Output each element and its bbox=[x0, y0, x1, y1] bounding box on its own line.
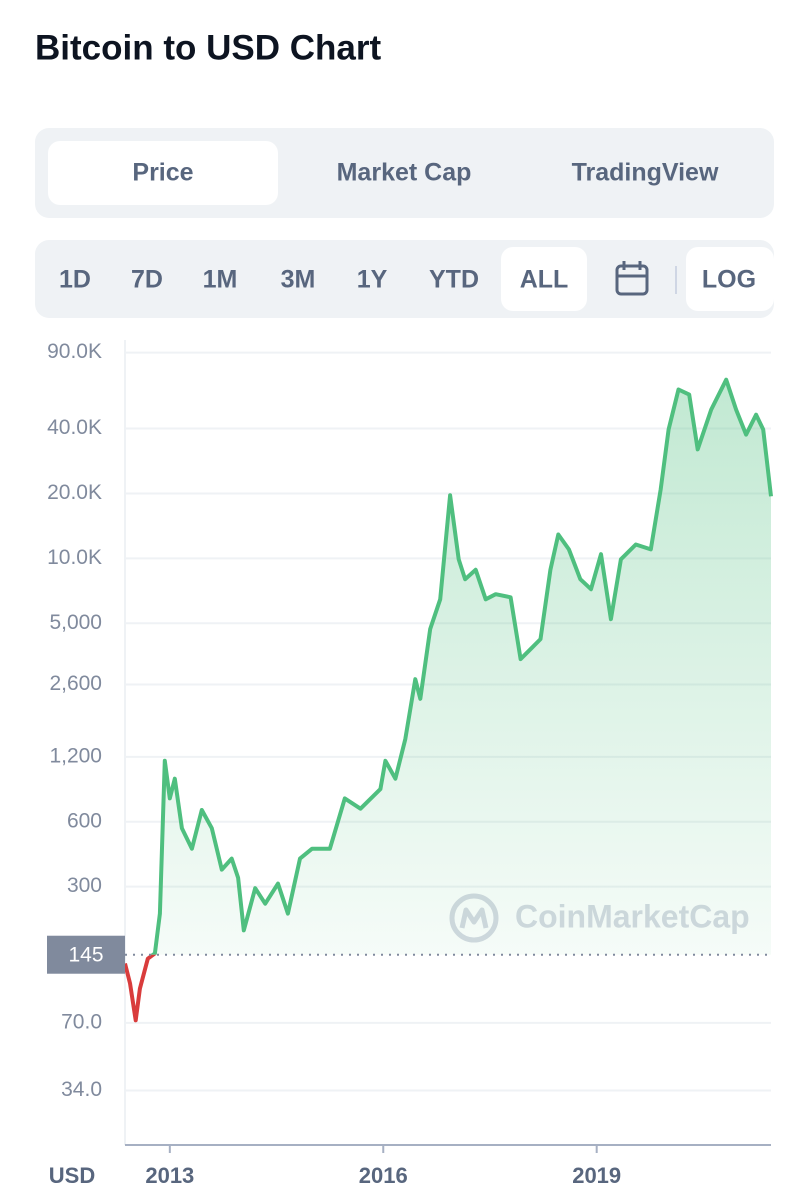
y-tick-label: 20.0K bbox=[47, 481, 102, 504]
y-tick-label: 300 bbox=[67, 874, 102, 897]
baseline-label: 145 bbox=[68, 943, 103, 966]
y-tick-label: 40.0K bbox=[47, 416, 102, 439]
y-tick-label: 90.0K bbox=[47, 340, 102, 363]
range-button[interactable]: 1Y bbox=[357, 266, 388, 294]
tab[interactable]: Price bbox=[132, 159, 193, 187]
price-area bbox=[125, 379, 771, 955]
x-tick-label: 2019 bbox=[572, 1163, 621, 1188]
y-tick-label: 600 bbox=[67, 809, 102, 832]
range-button[interactable]: ALL bbox=[520, 266, 569, 294]
range-button[interactable]: YTD bbox=[429, 266, 479, 294]
y-tick-label: 1,200 bbox=[49, 744, 102, 767]
range-button[interactable]: 1M bbox=[203, 266, 238, 294]
log-active-pill bbox=[686, 247, 774, 311]
baseline-label-box bbox=[47, 935, 125, 974]
calendar-icon[interactable] bbox=[615, 261, 649, 296]
x-tick-label: 2016 bbox=[359, 1163, 408, 1188]
range-button[interactable]: 7D bbox=[131, 266, 163, 294]
range-button[interactable]: 1D bbox=[59, 266, 91, 294]
range-active-pill bbox=[501, 247, 587, 311]
range-button[interactable]: 3M bbox=[281, 266, 316, 294]
tab[interactable]: Market Cap bbox=[337, 159, 472, 187]
log-button[interactable]: LOG bbox=[702, 266, 756, 294]
range-bar bbox=[35, 240, 774, 318]
y-tick-label: 2,600 bbox=[49, 672, 102, 695]
x-tick-label: 2013 bbox=[145, 1163, 194, 1188]
tab[interactable]: TradingView bbox=[572, 159, 719, 187]
tab-active-pill bbox=[48, 141, 278, 205]
y-tick-label: 5,000 bbox=[49, 611, 102, 634]
y-tick-label: 70.0 bbox=[61, 1010, 102, 1033]
price-line bbox=[149, 377, 773, 955]
y-tick-label: 34.0 bbox=[61, 1078, 102, 1101]
y-tick-label: 10.0K bbox=[47, 546, 102, 569]
price-chart: 90.0K 40.0K 20.0K 10.0K 5,000 2,600 1,200 600 30… bbox=[47, 340, 773, 1188]
page-title: Bitcoin to USD Chart bbox=[35, 28, 381, 67]
x-axis-label: USD bbox=[49, 1163, 95, 1188]
